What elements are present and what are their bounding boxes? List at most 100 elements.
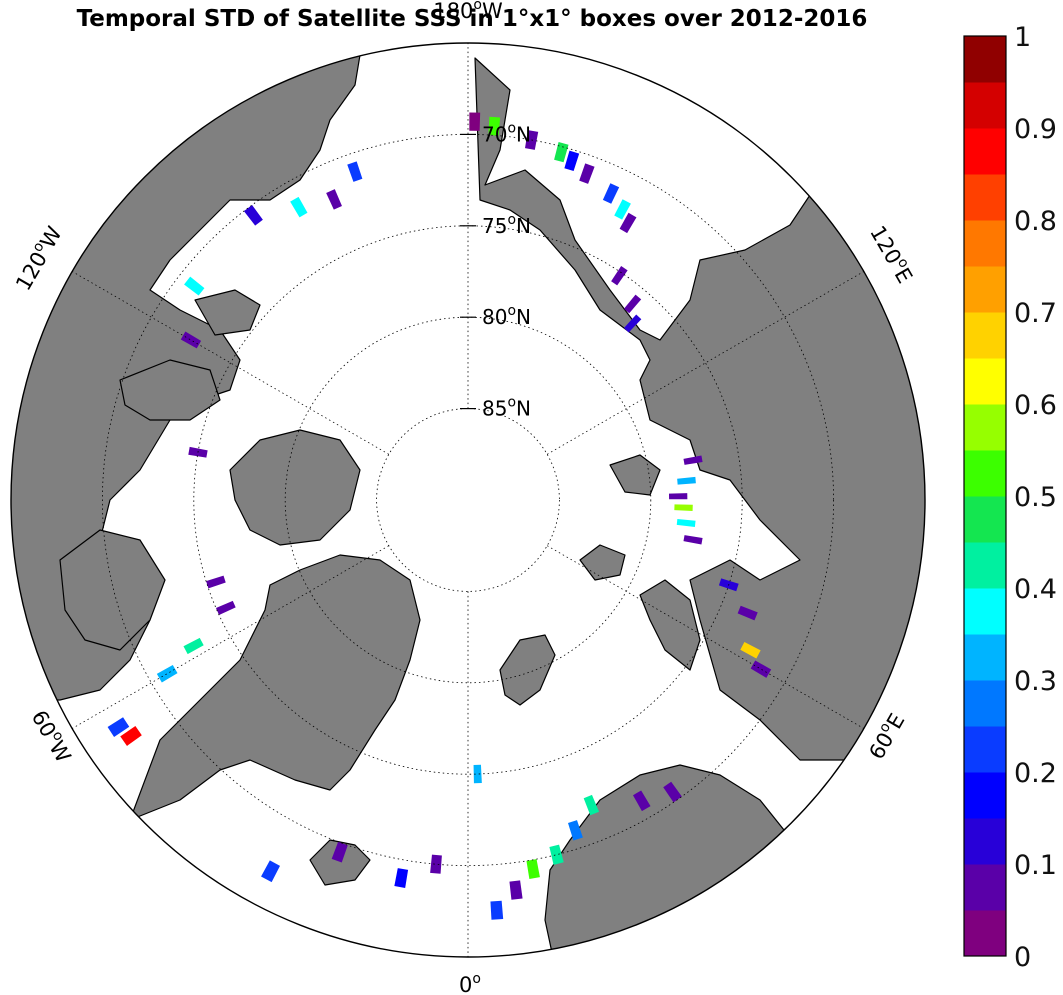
parallel-line	[376, 408, 560, 592]
colorbar-tick-label: 0.1	[1014, 850, 1057, 881]
land-svalbard	[499, 634, 556, 706]
colorbar-swatch	[964, 864, 1006, 911]
colorbar-swatch	[964, 910, 1006, 957]
longitude-label-value: 60	[864, 728, 898, 763]
colorbar-swatch	[964, 82, 1006, 129]
data-cell	[611, 265, 628, 286]
colorbar-swatch	[964, 450, 1006, 497]
longitude-label: 0o	[459, 971, 481, 995]
data-cell	[614, 199, 631, 220]
colorbar-swatch	[964, 496, 1006, 543]
longitude-label: 120oW	[9, 221, 66, 294]
degree-sign: o	[507, 120, 516, 136]
data-cell	[602, 183, 620, 204]
latitude-label: 70oN	[482, 120, 531, 146]
data-cell	[683, 455, 703, 465]
data-cell	[676, 519, 696, 528]
latitude-label: 75oN	[482, 212, 531, 238]
data-cell	[261, 860, 280, 883]
data-cell	[683, 535, 703, 545]
data-cell	[469, 112, 481, 131]
colorbar: 0 0.1 0.2 0.3 0.4 0.5 0.6 0.7 0.8 0.9 1	[963, 22, 1057, 973]
data-cell	[347, 161, 363, 182]
data-cell	[568, 820, 583, 841]
colorbar-swatch	[964, 680, 1006, 727]
data-cell	[206, 575, 226, 589]
data-cell	[290, 196, 308, 218]
colorbar-tick-label: 0	[1014, 942, 1031, 973]
colorbar-tick-label: 0.2	[1014, 758, 1057, 789]
longitude-label-value: 0	[459, 973, 472, 995]
degree-sign: o	[472, 971, 481, 987]
data-cell	[579, 163, 595, 184]
colorbar-swatch	[964, 312, 1006, 359]
colorbar-swatch	[964, 358, 1006, 405]
data-cell	[490, 900, 504, 920]
latitude-label-value: 80	[482, 305, 507, 329]
colorbar-swatch	[964, 220, 1006, 267]
colorbar-tick-label: 0.6	[1014, 390, 1057, 421]
data-cell	[623, 294, 642, 314]
parallel-line	[284, 316, 652, 684]
latitude-label: 85oN	[482, 395, 531, 421]
longitude-label-hemisphere: W	[44, 737, 75, 767]
data-cell	[674, 504, 693, 511]
longitude-label: 120oE	[865, 221, 918, 288]
latitude-label-value: 70	[482, 122, 507, 146]
data-cell	[184, 276, 205, 296]
degree-sign: o	[507, 212, 516, 228]
data-cell	[473, 764, 482, 784]
colorbar-swatches	[964, 36, 1006, 957]
land-ellesmere	[229, 429, 361, 546]
data-cell	[509, 880, 523, 900]
data-cell	[677, 476, 696, 485]
longitude-label-hemisphere: W	[482, 0, 503, 23]
land-novaya-zemlya	[639, 579, 701, 671]
data-cell	[183, 637, 204, 655]
longitude-label: 180oW	[433, 0, 503, 23]
latitude-label: 80oN	[482, 303, 531, 329]
data-cell	[564, 150, 580, 172]
data-cell	[619, 212, 637, 234]
colorbar-frame	[963, 35, 1007, 957]
data-cell	[583, 794, 600, 816]
colorbar-swatch	[964, 818, 1006, 865]
data-cell	[107, 717, 130, 737]
colorbar-swatch	[964, 726, 1006, 773]
data-cell	[180, 331, 202, 349]
land-iceland	[309, 839, 371, 886]
data-cell	[549, 844, 564, 865]
map-title: Temporal STD of Satellite SSS in 1°x1° b…	[77, 6, 868, 32]
latitude-label-hemisphere: N	[516, 305, 531, 329]
data-cell	[740, 642, 761, 659]
latitude-label-hemisphere: N	[516, 397, 531, 421]
colorbar-swatch	[964, 36, 1006, 83]
degree-sign: o	[507, 303, 516, 319]
data-cell	[632, 790, 651, 812]
longitude-label-value: 120	[11, 248, 52, 295]
data-cell	[663, 781, 682, 803]
colorbar-tick-label: 0.8	[1014, 206, 1057, 237]
colorbar-swatch	[964, 588, 1006, 635]
colorbar-swatch	[964, 128, 1006, 175]
data-cell	[750, 660, 772, 678]
colorbar-swatch	[964, 266, 1006, 313]
data-cell	[156, 664, 178, 683]
colorbar-tick-label: 0.7	[1014, 298, 1057, 329]
longitude-label-value: 180	[433, 0, 473, 23]
colorbar-swatch	[964, 542, 1006, 589]
data-cell	[243, 204, 263, 226]
land-greenland	[129, 554, 421, 821]
colorbar-labels: 0 0.1 0.2 0.3 0.4 0.5 0.6 0.7 0.8 0.9 1	[1014, 22, 1057, 973]
colorbar-swatch	[964, 404, 1006, 451]
land-baffin	[59, 529, 166, 651]
data-cell	[331, 841, 348, 863]
degree-sign: o	[473, 0, 482, 13]
data-cell	[215, 600, 236, 616]
parallel-line	[101, 133, 835, 867]
data-cell	[623, 314, 642, 333]
land-banks	[194, 289, 261, 336]
data-cell	[430, 854, 442, 874]
map-boundary	[10, 42, 926, 958]
